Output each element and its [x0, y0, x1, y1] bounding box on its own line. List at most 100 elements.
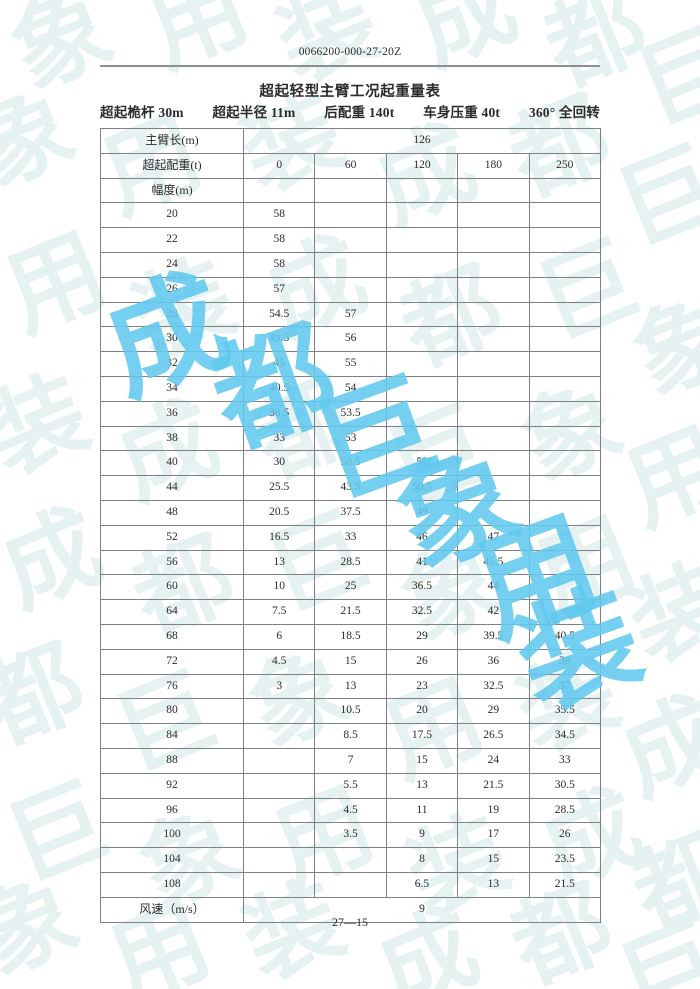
capacity-value: [314, 227, 387, 253]
capacity-value: 15: [457, 847, 530, 873]
radius-value: 72: [100, 648, 244, 675]
capacity-value: [528, 499, 602, 526]
table-row: 38 33 53: [100, 425, 602, 452]
capacity-value: 10: [242, 574, 316, 601]
capacity-value: 23.5: [528, 847, 602, 873]
capacity-value: [314, 202, 387, 229]
capacity-value: [242, 723, 316, 749]
table-row: 20 58: [100, 202, 602, 229]
capacity-value: [385, 425, 459, 452]
radius-value: 34: [100, 375, 244, 402]
capacity-value: 55: [314, 351, 387, 377]
capacity-value: 54: [314, 375, 387, 402]
capacity-value: [457, 202, 530, 229]
capacity-value: 13: [385, 772, 459, 799]
capacity-value: 40.5: [242, 375, 316, 402]
capacity-value: [528, 475, 602, 501]
capacity-value: 26: [528, 822, 602, 849]
radius-value: 60: [100, 574, 244, 601]
radius-value: 92: [100, 772, 244, 799]
capacity-value: [385, 202, 459, 229]
table-row: 40 30 50.5 52: [100, 450, 602, 477]
table-row: 60 10 25 36.5 44: [100, 574, 602, 601]
counterweight-label: 超起配重(t): [100, 152, 244, 179]
load-chart-body: 主臂长(m) 126 超起配重(t) 0 60 120 180 250 幅度(m) 20 58 22 5…: [100, 128, 602, 923]
capacity-value: 58: [242, 227, 316, 253]
capacity-value: 3.5: [314, 822, 387, 849]
capacity-value: 21.5: [528, 871, 602, 898]
radius-value: 30: [100, 326, 244, 353]
capacity-value: 30.5: [528, 772, 602, 799]
empty-cell: [242, 177, 316, 204]
capacity-value: [528, 400, 602, 427]
capacity-value: 40.5: [528, 623, 602, 650]
capacity-value: [242, 871, 316, 898]
capacity-value: [385, 326, 459, 353]
capacity-value: [385, 251, 459, 278]
capacity-value: [385, 227, 459, 253]
radius-value: 84: [100, 723, 244, 749]
capacity-value: 17: [457, 822, 530, 849]
radius-value: 64: [100, 599, 244, 625]
radius-value: 20: [100, 202, 244, 229]
capacity-value: [457, 251, 530, 278]
capacity-value: 34.5: [528, 723, 602, 749]
capacity-value: 39.5: [457, 623, 530, 650]
capacity-value: [385, 375, 459, 402]
capacity-value: 33: [242, 425, 316, 452]
capacity-value: 58: [242, 202, 316, 229]
radius-value: 52: [100, 524, 244, 551]
radius-value: 22: [100, 227, 244, 253]
wind-speed-label: 风速（m/s）: [100, 896, 244, 923]
capacity-value: [314, 847, 387, 873]
capacity-value: [528, 202, 602, 229]
capacity-value: 43.5: [314, 475, 387, 501]
radius-value: 88: [100, 747, 244, 774]
capacity-value: [528, 450, 602, 477]
capacity-value: 24: [457, 747, 530, 774]
empty-cell: [385, 177, 459, 204]
capacity-value: 32.5: [385, 599, 459, 625]
counterweight-value: 250: [528, 152, 602, 179]
radius-value: 96: [100, 797, 244, 824]
table-row: 100 3.5 9 17 26: [100, 822, 602, 849]
spec-radius: 超起半径 11m: [212, 105, 296, 120]
radius-value: 100: [100, 822, 244, 849]
capacity-value: [385, 276, 459, 303]
capacity-value: 41: [385, 549, 459, 576]
radius-value: 36: [100, 400, 244, 427]
capacity-value: 25: [314, 574, 387, 601]
row-wind-speed: 风速（m/s） 9: [100, 896, 601, 923]
radius-value: 24: [100, 251, 244, 278]
capacity-value: 21.5: [457, 772, 530, 799]
capacity-value: 13: [457, 871, 530, 898]
capacity-value: 37: [528, 673, 602, 700]
boom-length-value: 126: [243, 128, 601, 154]
row-boom-length: 主臂长(m) 126: [100, 128, 601, 154]
table-row: 108 6.5 13 21.5: [100, 871, 602, 898]
radius-value: 48: [100, 499, 244, 526]
capacity-value: [457, 499, 530, 526]
capacity-value: 33: [314, 524, 387, 551]
row-counterweight: 超起配重(t) 0 60 120 180 250: [100, 152, 602, 179]
capacity-value: [242, 822, 316, 849]
capacity-value: 10.5: [314, 698, 387, 725]
document-code: 0066200-000-27-20Z: [298, 46, 402, 58]
capacity-value: 45.5: [457, 549, 530, 576]
page-number: 27—15: [332, 915, 368, 929]
capacity-value: [457, 475, 530, 501]
capacity-value: 15: [385, 747, 459, 774]
capacity-value: [242, 847, 316, 873]
spec-counterweight: 后配重 140t: [324, 105, 395, 120]
capacity-value: 17.5: [385, 723, 459, 749]
capacity-value: 6.5: [385, 871, 459, 898]
radius-value: 80: [100, 698, 244, 725]
load-chart-table: 主臂长(m) 126 超起配重(t) 0 60 120 180 250 幅度(m) 20 58 22 5…: [100, 128, 602, 923]
capacity-value: 15: [314, 648, 387, 675]
capacity-value: [528, 549, 602, 576]
counterweight-value: 60: [314, 152, 387, 179]
row-radius-header: 幅度(m): [100, 177, 602, 204]
capacity-value: [314, 276, 387, 303]
table-row: 24 58: [100, 251, 602, 278]
